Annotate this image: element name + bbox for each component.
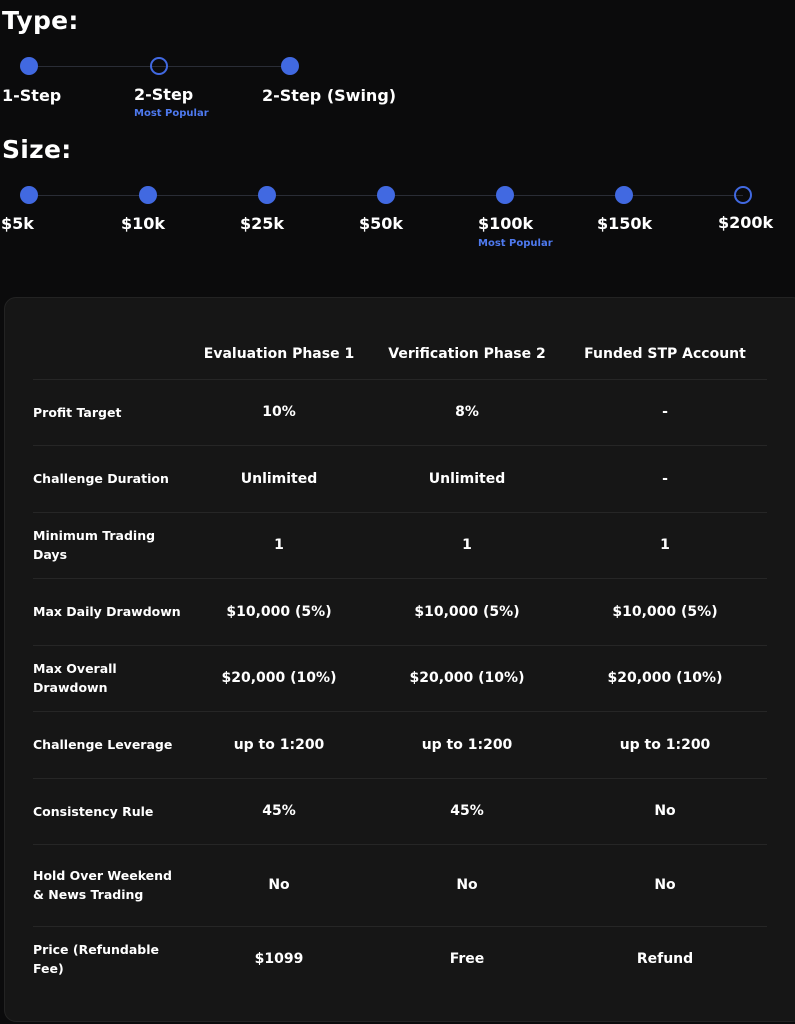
type-option-1-step-radio[interactable] bbox=[20, 57, 38, 75]
size-option-5k-radio[interactable] bbox=[20, 186, 38, 204]
table-cell: $10,000 (5%) bbox=[612, 603, 718, 620]
type-most-popular-badge: Most Popular bbox=[134, 108, 209, 119]
table-cell: 45% bbox=[262, 803, 296, 819]
table-cell: 10% bbox=[262, 404, 296, 420]
type-option-1-step-label[interactable]: 1-Step bbox=[2, 86, 62, 105]
table-cell: Free bbox=[449, 951, 485, 967]
table-row-challenge-leverage: Challenge Leverage up to 1:200 up to 1:2… bbox=[33, 711, 767, 779]
challenge-details-table: Evaluation Phase 1 Verification Phase 2 … bbox=[4, 297, 795, 1022]
size-option-25k-radio[interactable] bbox=[258, 186, 276, 204]
row-label: Challenge Leverage bbox=[33, 737, 173, 752]
table-cell: $10,000 (5%) bbox=[226, 603, 332, 620]
size-option-150k-radio[interactable] bbox=[615, 186, 633, 204]
size-option-10k-label[interactable]: $10k bbox=[121, 214, 166, 233]
table-cell: No bbox=[654, 877, 676, 893]
table-cell: Refund bbox=[636, 951, 694, 967]
table-row-challenge-duration: Challenge Duration Unlimited Unlimited - bbox=[33, 445, 767, 513]
row-label: Minimum Trading Days bbox=[33, 528, 156, 562]
row-label: Hold Over Weekend & News Trading bbox=[33, 868, 173, 902]
table-cell: $20,000 (10%) bbox=[409, 670, 525, 686]
table-row-consistency-rule: Consistency Rule 45% 45% No bbox=[33, 778, 767, 845]
table-row-minimum-trading-days: Minimum Trading Days 1 1 1 bbox=[33, 512, 767, 579]
size-option-25k-label[interactable]: $25k bbox=[240, 214, 285, 233]
table-cell: No bbox=[654, 803, 676, 819]
size-option-10k-radio[interactable] bbox=[139, 186, 157, 204]
table-cell: $20,000 (10%) bbox=[221, 670, 337, 686]
table-cell: $10,000 (5%) bbox=[414, 603, 520, 620]
table-cell: 45% bbox=[450, 803, 484, 819]
column-header-funded-stp-account: Funded STP Account bbox=[584, 345, 746, 362]
row-label: Max Overall Drawdown bbox=[33, 661, 117, 695]
type-option-2-step-swing-label[interactable]: 2-Step (Swing) bbox=[262, 86, 397, 105]
size-most-popular-badge: Most Popular bbox=[478, 238, 553, 249]
table-cell: 1 bbox=[274, 537, 284, 553]
table-header-row: Evaluation Phase 1 Verification Phase 2 … bbox=[33, 328, 767, 380]
table-cell: - bbox=[662, 404, 668, 420]
size-option-100k-label[interactable]: $100k bbox=[478, 214, 534, 233]
table-cell: No bbox=[268, 877, 290, 893]
table-cell: - bbox=[662, 470, 668, 487]
type-option-2-step-label[interactable]: 2-Step bbox=[134, 85, 194, 104]
type-option-2-step-swing-radio[interactable] bbox=[281, 57, 299, 75]
table-row-max-daily-drawdown: Max Daily Drawdown $10,000 (5%) $10,000 … bbox=[33, 578, 767, 646]
table-row-price: Price (Refundable Fee) $1099 Free Refund bbox=[33, 926, 767, 992]
size-heading: Size: bbox=[2, 135, 72, 164]
size-option-50k-label[interactable]: $50k bbox=[359, 214, 404, 233]
row-label: Challenge Duration bbox=[33, 471, 169, 486]
table-cell: 1 bbox=[462, 537, 472, 553]
size-option-5k-label[interactable]: $5k bbox=[1, 214, 34, 233]
type-heading: Type: bbox=[2, 6, 79, 35]
row-label: Consistency Rule bbox=[33, 803, 154, 819]
table-cell: $20,000 (10%) bbox=[607, 670, 723, 686]
type-option-2-step-radio[interactable] bbox=[150, 57, 168, 75]
size-option-100k-radio[interactable] bbox=[496, 186, 514, 204]
table-cell: No bbox=[456, 877, 478, 893]
size-option-150k-label[interactable]: $150k bbox=[597, 214, 653, 233]
table-cell: up to 1:200 bbox=[619, 736, 711, 753]
row-label: Profit Target bbox=[33, 404, 122, 420]
table-row-max-overall-drawdown: Max Overall Drawdown $20,000 (10%) $20,0… bbox=[33, 645, 767, 712]
size-option-50k-radio[interactable] bbox=[377, 186, 395, 204]
table-row-hold-over-weekend: Hold Over Weekend & News Trading No No N… bbox=[33, 844, 767, 927]
column-header-verification-phase-2: Verification Phase 2 bbox=[388, 345, 546, 362]
row-label: Price (Refundable Fee) bbox=[33, 942, 159, 976]
table-cell: $1099 bbox=[254, 951, 304, 967]
table-row-profit-target: Profit Target 10% 8% - bbox=[33, 379, 767, 446]
table-cell: up to 1:200 bbox=[233, 736, 325, 753]
row-label: Max Daily Drawdown bbox=[33, 604, 181, 619]
table-cell: Unlimited bbox=[428, 470, 506, 487]
table-cell: 8% bbox=[455, 404, 479, 420]
table-cell: Unlimited bbox=[240, 470, 318, 487]
column-header-evaluation-phase-1: Evaluation Phase 1 bbox=[203, 345, 355, 362]
size-option-200k-label[interactable]: $200k bbox=[718, 213, 774, 232]
size-option-200k-radio[interactable] bbox=[734, 186, 752, 204]
table-cell: up to 1:200 bbox=[421, 736, 513, 753]
table-cell: 1 bbox=[660, 537, 670, 553]
